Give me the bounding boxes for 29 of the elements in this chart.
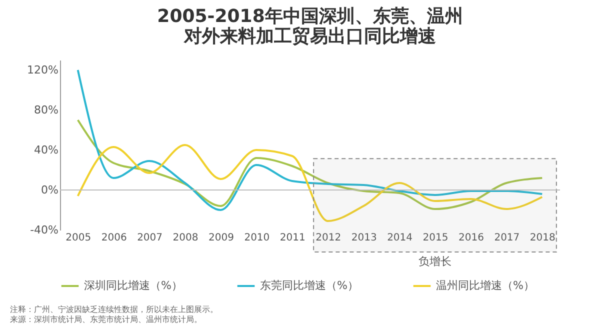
x-tick-label: 2017 bbox=[494, 232, 520, 244]
x-tick-label: 2018 bbox=[530, 232, 556, 244]
x-tick-label: 2006 bbox=[101, 232, 127, 244]
y-tick-label: -40% bbox=[30, 224, 58, 236]
y-tick-label: 40% bbox=[34, 144, 58, 156]
line-series bbox=[76, 69, 544, 211]
legend-label: 温州同比增速（%） bbox=[436, 279, 534, 292]
y-tick-label: 80% bbox=[34, 104, 58, 116]
source-note: 来源：深圳市统计局、东莞市统计局、温州市统计局。 bbox=[10, 315, 202, 324]
line-series bbox=[76, 119, 544, 210]
chart-title: 2005-2018年中国深圳、东莞、温州对外来料加工贸易出口同比增速 bbox=[157, 6, 463, 47]
x-tick-label: 2005 bbox=[66, 232, 92, 244]
x-tick-label: 2007 bbox=[137, 232, 163, 244]
x-tick-label: 2012 bbox=[316, 232, 342, 244]
y-tick-label: 0% bbox=[41, 184, 58, 196]
x-tick-label: 2016 bbox=[458, 232, 484, 244]
x-tick-label: 2009 bbox=[208, 232, 234, 244]
x-tick-label: 2008 bbox=[172, 232, 198, 244]
x-tick-label: 2015 bbox=[422, 232, 448, 244]
x-tick-label: 2014 bbox=[387, 232, 413, 244]
legend-label: 深圳同比增速（%） bbox=[84, 279, 182, 292]
line-series bbox=[76, 144, 544, 222]
text: 注释：广州、宁波因缺乏连续性数据，所以未在上图展示。 bbox=[10, 305, 218, 314]
y-tick-label: 120% bbox=[27, 64, 58, 76]
x-tick-label: 2010 bbox=[244, 232, 270, 244]
legend-label: 东莞同比增速（%） bbox=[260, 279, 358, 292]
x-tick-label: 2011 bbox=[280, 232, 306, 244]
band-label: 负增长 bbox=[418, 255, 452, 268]
x-tick-label: 2013 bbox=[351, 232, 377, 244]
